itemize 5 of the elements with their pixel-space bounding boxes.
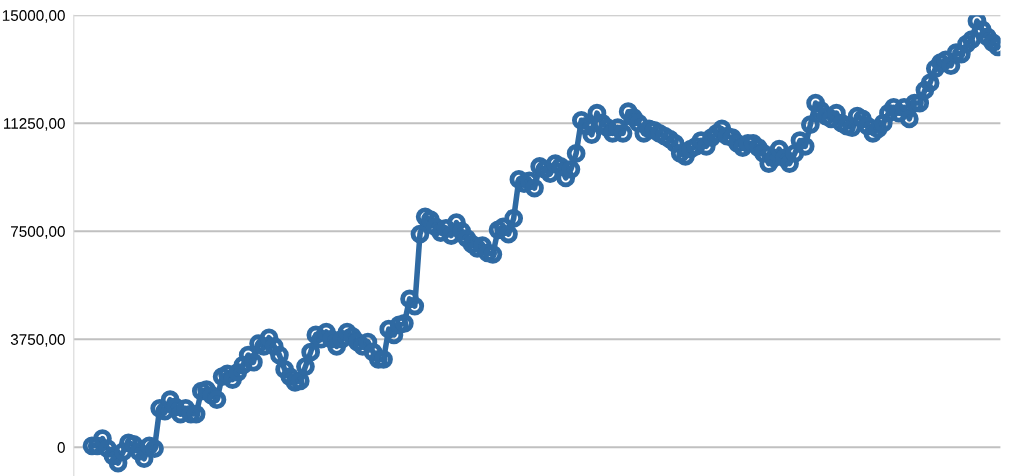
y-tick-label: 15000,00: [2, 10, 65, 23]
y-tick-label: 3750,00: [10, 334, 65, 347]
y-tick-label: 7500,00: [11, 226, 65, 239]
y-tick-label: 11250,00: [4, 118, 65, 131]
y-tick-label: 0: [57, 442, 65, 453]
